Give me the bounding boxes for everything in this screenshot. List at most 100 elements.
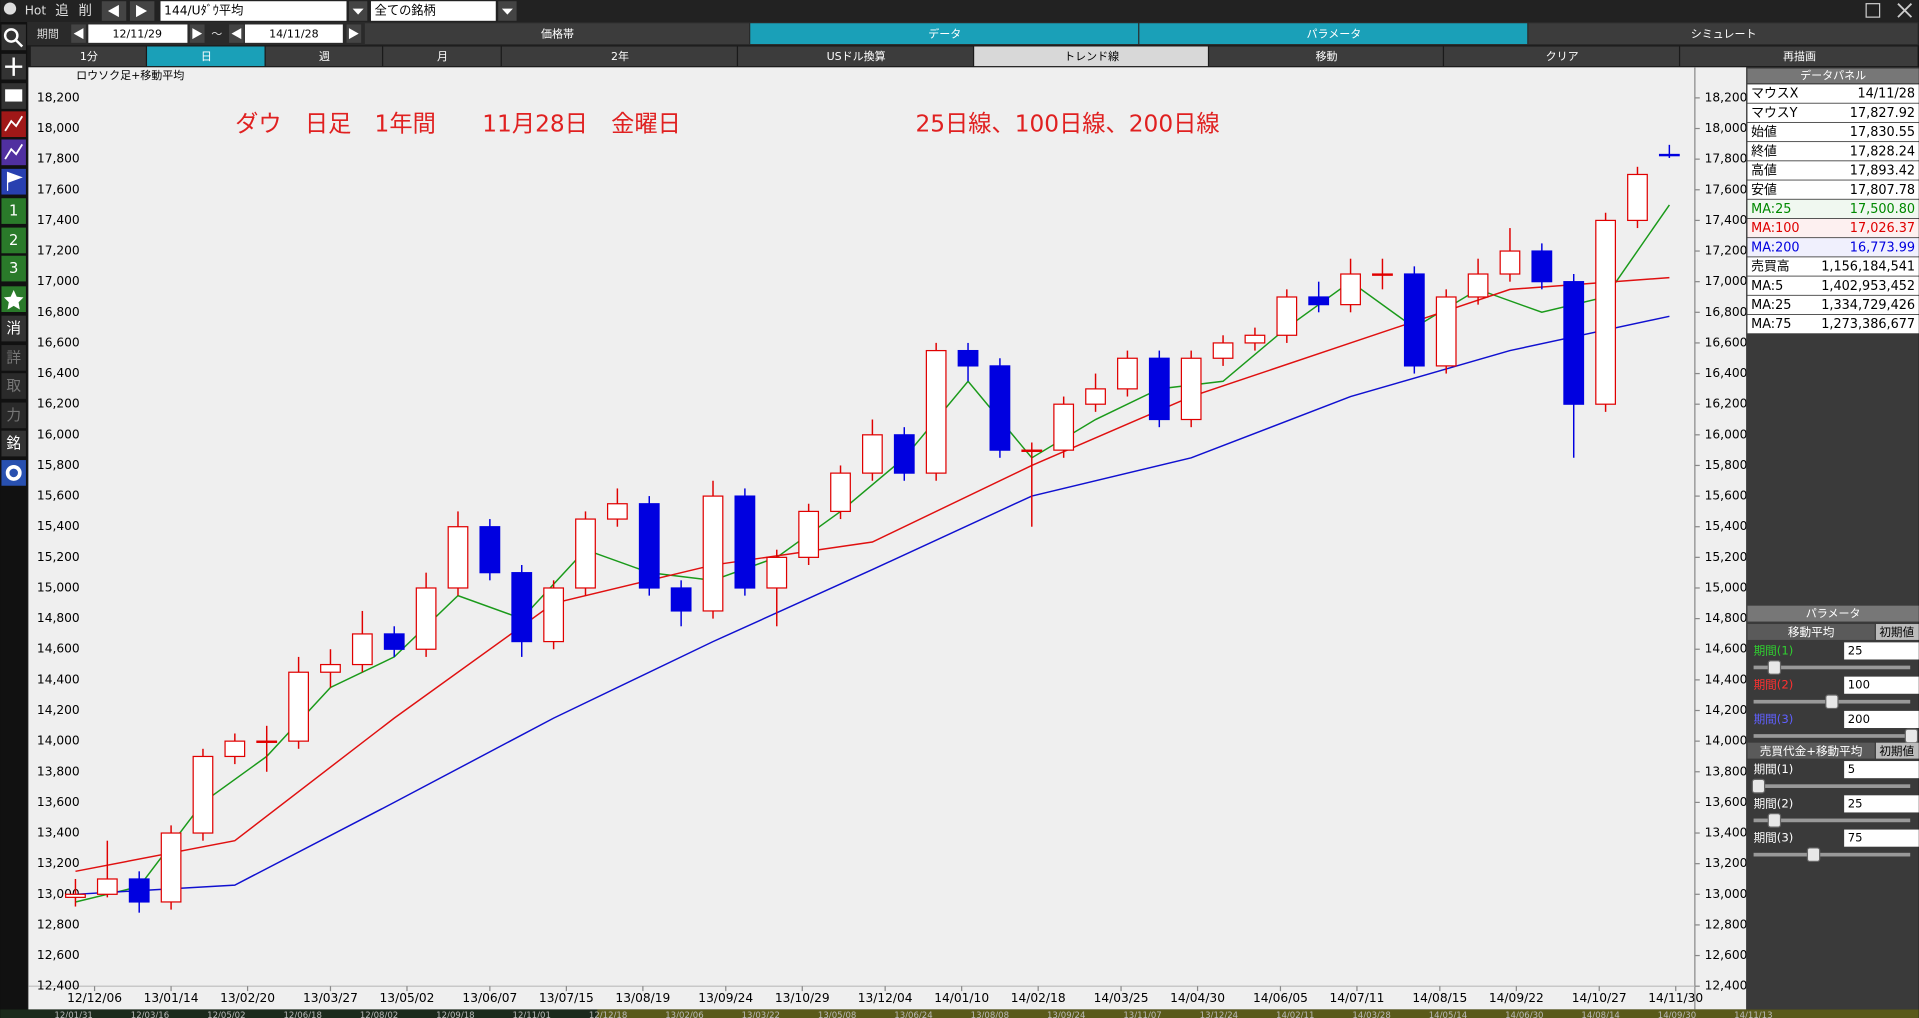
timeline-selection[interactable] — [597, 1009, 1919, 1018]
side-icon[interactable] — [1, 460, 26, 486]
timeline-label: 14/09/30 — [1658, 1011, 1696, 1018]
add-button[interactable]: 追 — [55, 3, 68, 19]
range-tab[interactable] — [738, 46, 973, 67]
param-value-box[interactable] — [1844, 761, 1919, 779]
y-tick-label-right: 15,400 — [1705, 519, 1748, 533]
arrow — [73, 28, 84, 40]
top-tab[interactable] — [1528, 23, 1918, 45]
side-icon[interactable] — [1, 373, 26, 399]
arrow — [348, 28, 359, 40]
y-tick-label: 14,000 — [37, 734, 80, 748]
reset-button[interactable] — [1875, 742, 1919, 759]
y-tick-label-right: 16,800 — [1705, 305, 1748, 319]
y-tick-label: 16,800 — [37, 305, 80, 319]
param-value: 100 — [1848, 678, 1870, 692]
range-tab[interactable] — [1444, 46, 1679, 67]
x-tick-label: 12/12/06 — [67, 991, 122, 1005]
param-value-box[interactable] — [1844, 710, 1919, 729]
param-value-box[interactable] — [1844, 642, 1919, 660]
slider-thumb[interactable] — [1767, 660, 1782, 675]
top-tab[interactable] — [750, 23, 1139, 45]
range-tab[interactable] — [147, 46, 265, 67]
candle-body — [638, 503, 660, 589]
timeline-label: 12/09/18 — [436, 1011, 474, 1018]
candle-body — [1372, 273, 1393, 276]
y-tick-label: 17,200 — [37, 244, 80, 258]
top-tab[interactable] — [364, 23, 750, 45]
candle-body — [1021, 449, 1043, 452]
range-tab[interactable] — [501, 46, 737, 67]
delete-button[interactable]: 削 — [79, 3, 92, 19]
slider-thumb[interactable] — [1904, 728, 1919, 744]
side-icon[interactable] — [1, 168, 26, 195]
data-row-bg — [1747, 238, 1919, 257]
param-value-box[interactable] — [1844, 829, 1919, 847]
top-tab[interactable] — [1139, 23, 1528, 45]
annotation: 25日線、100日線、200日線 — [915, 110, 1219, 137]
x-tick-label: 14/04/30 — [1170, 991, 1225, 1005]
data-row-tint — [1747, 238, 1919, 257]
slider-thumb[interactable] — [1806, 847, 1821, 862]
range-tab-label: 2年 — [611, 49, 629, 63]
y-tick-label-right: 14,800 — [1705, 611, 1748, 625]
side-icon[interactable] — [1, 345, 26, 371]
side-button-label: 取 — [6, 378, 21, 395]
y-tick-label: 16,600 — [37, 335, 80, 349]
timeline-label: 14/02/11 — [1276, 1011, 1314, 1018]
from-box[interactable] — [88, 24, 188, 43]
side-icon[interactable] — [1, 430, 26, 457]
param-value: 200 — [1848, 712, 1870, 726]
slider-thumb[interactable] — [1767, 813, 1782, 828]
side-icon[interactable] — [1, 198, 26, 224]
candle-body — [1148, 357, 1170, 421]
data-row-bg — [1747, 314, 1919, 334]
timeline-label: 13/12/24 — [1200, 1011, 1238, 1018]
candle-body — [160, 832, 182, 903]
hot-button[interactable]: Hot — [25, 4, 47, 18]
y-tick-label: 16,000 — [37, 427, 80, 441]
data-row-label: MA:25 — [1751, 298, 1791, 313]
timeline-label: 14/11/13 — [1734, 1011, 1772, 1018]
universe-box[interactable] — [370, 1, 496, 21]
range-tab[interactable] — [1680, 46, 1918, 67]
data-row-value: 17,500.80 — [1850, 202, 1915, 217]
x-tick-label: 13/06/07 — [462, 991, 517, 1005]
range-tab[interactable] — [974, 46, 1208, 67]
timeline-label: 12/05/02 — [207, 1011, 245, 1018]
y-tick-label-right: 16,600 — [1705, 335, 1748, 349]
y-tick-label-right: 14,400 — [1705, 672, 1748, 686]
range-tab[interactable] — [30, 46, 146, 67]
range-tab[interactable] — [1209, 46, 1443, 67]
data-row-value: 1,156,184,541 — [1821, 260, 1915, 275]
reset-button[interactable] — [1875, 624, 1919, 640]
param-label: 期間(1) — [1754, 643, 1794, 657]
close-button[interactable] — [1897, 3, 1913, 18]
data-row-bg — [1747, 84, 1919, 103]
reset-label: 初期値 — [1879, 625, 1914, 639]
y-tick-label: 13,200 — [37, 856, 80, 870]
candle-body — [702, 495, 724, 612]
side-button-label: 3 — [9, 260, 18, 277]
slider-thumb[interactable] — [1751, 778, 1766, 794]
maximize-button[interactable] — [1865, 3, 1881, 18]
symbol-box[interactable] — [160, 1, 347, 21]
y-tick-label-right: 15,600 — [1705, 489, 1748, 503]
param-value-box[interactable] — [1844, 795, 1919, 813]
range-tab[interactable] — [383, 46, 501, 67]
x-tick-label: 14/03/25 — [1094, 991, 1149, 1005]
to-box[interactable] — [244, 24, 343, 43]
side-icon[interactable] — [1, 402, 26, 429]
candle-body — [1563, 281, 1585, 405]
range-tab[interactable] — [265, 46, 382, 67]
slider-thumb[interactable] — [1825, 694, 1839, 710]
side-icon[interactable] — [1, 255, 26, 282]
param-value-box[interactable] — [1844, 676, 1919, 694]
arrow — [231, 28, 242, 40]
y-tick-label-right: 16,400 — [1705, 366, 1748, 380]
side-icon[interactable] — [1, 227, 26, 254]
data-row-label: MA:75 — [1751, 317, 1791, 332]
data-row-bg — [1747, 276, 1919, 295]
candle-body — [670, 587, 692, 612]
side-icon[interactable] — [1, 315, 26, 342]
data-panel-header — [1747, 68, 1919, 84]
